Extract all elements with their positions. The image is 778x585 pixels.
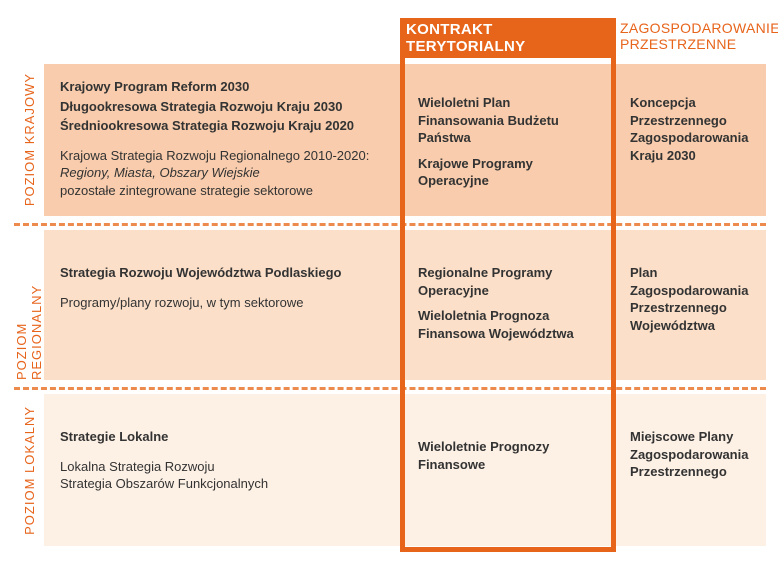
- row-body: Strategia Rozwoju Województwa Podlaskieg…: [44, 230, 766, 380]
- cell-lokalny-strategies: Strategie Lokalne Lokalna Strategia Rozw…: [44, 394, 402, 546]
- text: Lokalna Strategia Rozwoju: [60, 458, 386, 476]
- text-italic: Regiony, Miasta, Obszary Wiejskie: [60, 164, 386, 182]
- cell-regionalny-strategies: Strategia Rozwoju Województwa Podlaskieg…: [44, 230, 402, 380]
- header-row: KONTRAKT TERYTORIALNY ZAGOSPODAROWANIE P…: [0, 18, 778, 62]
- text: Wieloletni Plan Finansowania Budżetu Pań…: [418, 94, 598, 147]
- row-tab-label: POZIOM LOKALNY: [22, 406, 37, 535]
- header-kontrakt-label: KONTRAKT TERYTORIALNY: [406, 21, 610, 55]
- diagram-root: POZIOM KRAJOWY Krajowy Program Reform 20…: [0, 0, 778, 585]
- row-tab-label: POZIOM KRAJOWY: [22, 73, 37, 206]
- row-lokalny: POZIOM LOKALNY Strategie Lokalne Lokalna…: [14, 394, 766, 546]
- text: Strategie Lokalne: [60, 428, 386, 446]
- text: Miejscowe Plany Zagospodarowania Przestr…: [630, 428, 750, 481]
- cell-lokalny-kontrakt: Wieloletnie Prognozy Finansowe: [402, 394, 614, 546]
- text: Długookresowa Strategia Rozwoju Kraju 20…: [60, 98, 386, 116]
- text: Krajowe Programy Operacyjne: [418, 155, 598, 190]
- header-zagosp-l2: PRZESTRZENNE: [620, 36, 766, 52]
- cell-regionalny-zagosp: Plan Zagospodarowania Przestrzennego Woj…: [614, 230, 766, 380]
- row-divider: [14, 223, 766, 226]
- row-tab-regionalny: POZIOM REGIONALNY: [14, 230, 44, 380]
- cell-krajowy-strategies: Krajowy Program Reform 2030 Długookresow…: [44, 64, 402, 216]
- text: Strategia Rozwoju Województwa Podlaskieg…: [60, 264, 386, 282]
- cell-krajowy-zagosp: Koncepcja Przestrzennego Zagospodarowani…: [614, 64, 766, 216]
- text: Strategia Obszarów Funkcjonalnych: [60, 475, 386, 493]
- text: Regionalne Programy Operacyjne: [418, 264, 598, 299]
- cell-krajowy-kontrakt: Wieloletni Plan Finansowania Budżetu Pań…: [402, 64, 614, 216]
- text: Średniookresowa Strategia Rozwoju Kraju …: [60, 117, 386, 135]
- row-tab-krajowy: POZIOM KRAJOWY: [14, 64, 44, 216]
- row-krajowy: POZIOM KRAJOWY Krajowy Program Reform 20…: [14, 64, 766, 216]
- row-divider: [14, 387, 766, 390]
- text: Wieloletnie Prognozy Finansowe: [418, 438, 598, 473]
- text: Programy/plany rozwoju, w tym sektorowe: [60, 294, 386, 312]
- row-tab-lokalny: POZIOM LOKALNY: [14, 394, 44, 546]
- text: Koncepcja Przestrzennego Zagospodarowani…: [630, 94, 750, 164]
- row-body: Strategie Lokalne Lokalna Strategia Rozw…: [44, 394, 766, 546]
- text: Wieloletnia Prognoza Finansowa Województ…: [418, 307, 598, 342]
- text: pozostałe zintegrowane strategie sektoro…: [60, 182, 386, 200]
- row-body: Krajowy Program Reform 2030 Długookresow…: [44, 64, 766, 216]
- text: Krajowy Program Reform 2030: [60, 78, 386, 96]
- text: Plan Zagospodarowania Przestrzennego Woj…: [630, 264, 750, 334]
- header-zagosp: ZAGOSPODAROWANIE PRZESTRZENNE: [614, 18, 776, 52]
- cell-lokalny-zagosp: Miejscowe Plany Zagospodarowania Przestr…: [614, 394, 766, 546]
- header-zagosp-l1: ZAGOSPODAROWANIE: [620, 20, 766, 36]
- header-kontrakt: KONTRAKT TERYTORIALNY: [400, 18, 616, 58]
- row-regionalny: POZIOM REGIONALNY Strategia Rozwoju Woje…: [14, 230, 766, 380]
- text: Krajowa Strategia Rozwoju Regionalnego 2…: [60, 147, 386, 165]
- cell-regionalny-kontrakt: Regionalne Programy Operacyjne Wieloletn…: [402, 230, 614, 380]
- row-tab-label: POZIOM REGIONALNY: [14, 230, 44, 380]
